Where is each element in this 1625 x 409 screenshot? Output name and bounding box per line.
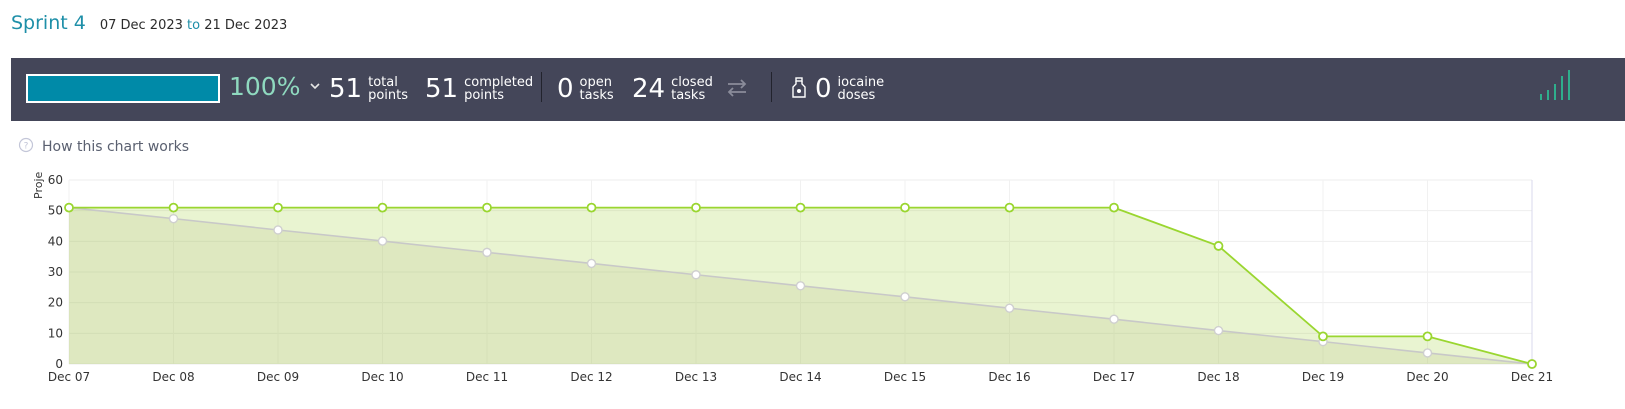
completed-points-label-2: points [464, 88, 505, 103]
question-circle-icon: ? [18, 137, 34, 157]
how-chart-works-label: How this chart works [42, 139, 190, 155]
total-points-stat: 51 total points [329, 72, 408, 106]
real-point [691, 202, 701, 213]
open-tasks-value: 0 [557, 74, 574, 104]
divider [541, 72, 542, 102]
x-tick-label: Dec 07 [48, 370, 90, 384]
x-tick-label: Dec 08 [152, 370, 194, 384]
sprint-title[interactable]: Sprint 4 [11, 12, 86, 34]
real-point [795, 202, 806, 213]
y-tick-label: 20 [48, 296, 63, 310]
optimal-point [586, 258, 597, 269]
x-tick-label: Dec 19 [1302, 370, 1344, 384]
total-points-label-2: points [368, 88, 409, 103]
sprint-start-date: 07 Dec 2023 [99, 18, 183, 33]
real-point [482, 202, 492, 213]
y-tick-label: 30 [48, 265, 63, 279]
sprint-end-date: 21 Dec 2023 [204, 18, 288, 33]
iocaine-doses-value: 0 [815, 74, 832, 104]
closed-tasks-stat: 24 closed tasks [632, 72, 713, 106]
x-tick-label: Dec 21 [1511, 370, 1553, 384]
optimal-point [1004, 303, 1015, 313]
optimal-point [795, 281, 806, 291]
optimal-point [1213, 325, 1224, 336]
optimal-point [168, 213, 179, 224]
completed-points-label-1: completed [464, 75, 534, 90]
optimal-point [900, 292, 910, 302]
svg-text:?: ? [24, 142, 29, 152]
progress-bar-fill [28, 76, 218, 101]
closed-tasks-label-1: closed [671, 75, 713, 90]
optimal-point [691, 270, 701, 280]
progress-bar [26, 74, 220, 103]
real-point [1318, 331, 1328, 342]
y-tick-label: 10 [48, 326, 63, 340]
real-point [168, 202, 179, 213]
x-tick-label: Dec 18 [1197, 370, 1239, 384]
divider [771, 72, 772, 102]
y-axis-label: Proje [32, 171, 45, 199]
iocaine-label-1: iocaine [837, 75, 885, 90]
potion-icon [791, 77, 807, 103]
open-tasks-stat: 0 open tasks [557, 72, 614, 106]
iocaine-label-2: doses [837, 88, 876, 103]
total-points-value: 51 [329, 74, 363, 104]
real-point [1109, 202, 1119, 213]
x-tick-label: Dec 16 [988, 370, 1030, 384]
x-tick-label: Dec 15 [884, 370, 926, 384]
sprint-dates-to: to [187, 18, 201, 33]
x-tick-label: Dec 13 [675, 370, 717, 384]
real-point [586, 202, 597, 213]
optimal-point [1109, 314, 1119, 324]
sprint-dates: 07 Dec 2023 to 21 Dec 2023 [100, 18, 287, 33]
x-tick-label: Dec 17 [1093, 370, 1135, 384]
optimal-point [273, 225, 283, 235]
real-point [1004, 202, 1015, 213]
closed-tasks-value: 24 [632, 74, 666, 104]
closed-tasks-label-2: tasks [671, 88, 706, 103]
real-point [1422, 331, 1433, 342]
real-point [900, 202, 910, 213]
x-tick-label: Dec 10 [361, 370, 403, 384]
progress-percent: 100% [229, 72, 301, 101]
completed-points-stat: 51 completed points [425, 72, 533, 106]
optimal-point [377, 236, 388, 246]
optimal-point [482, 247, 492, 258]
real-point [1527, 359, 1537, 369]
y-tick-label: 50 [48, 204, 63, 218]
x-tick-label: Dec 12 [570, 370, 612, 384]
real-point [64, 202, 74, 213]
chevron-down-icon[interactable] [309, 78, 321, 96]
sprint-header: Sprint 4 07 Dec 2023 to 21 Dec 2023 [11, 12, 287, 34]
completed-points-value: 51 [425, 74, 459, 104]
sparkline-icon[interactable] [1535, 66, 1575, 106]
y-tick-label: 60 [48, 173, 63, 187]
optimal-point [1422, 348, 1433, 358]
real-point [377, 202, 388, 213]
y-tick-label: 0 [55, 357, 63, 371]
real-point [1213, 241, 1224, 251]
y-tick-label: 40 [48, 234, 63, 248]
how-chart-works-link[interactable]: ? How this chart works [18, 137, 189, 157]
open-tasks-label-2: tasks [579, 88, 614, 103]
swap-arrows-icon[interactable] [724, 75, 750, 105]
x-tick-label: Dec 11 [466, 370, 508, 384]
x-tick-label: Dec 14 [779, 370, 821, 384]
open-tasks-label-1: open [579, 75, 612, 90]
total-points-label-1: total [368, 75, 398, 90]
real-point [273, 202, 283, 213]
iocaine-stat: 0 iocaine doses [815, 72, 884, 106]
x-tick-label: Dec 20 [1406, 370, 1448, 384]
sprint-summary-bar: 100% 51 total points 51 completed points 0… [11, 58, 1625, 121]
x-tick-label: Dec 09 [257, 370, 299, 384]
